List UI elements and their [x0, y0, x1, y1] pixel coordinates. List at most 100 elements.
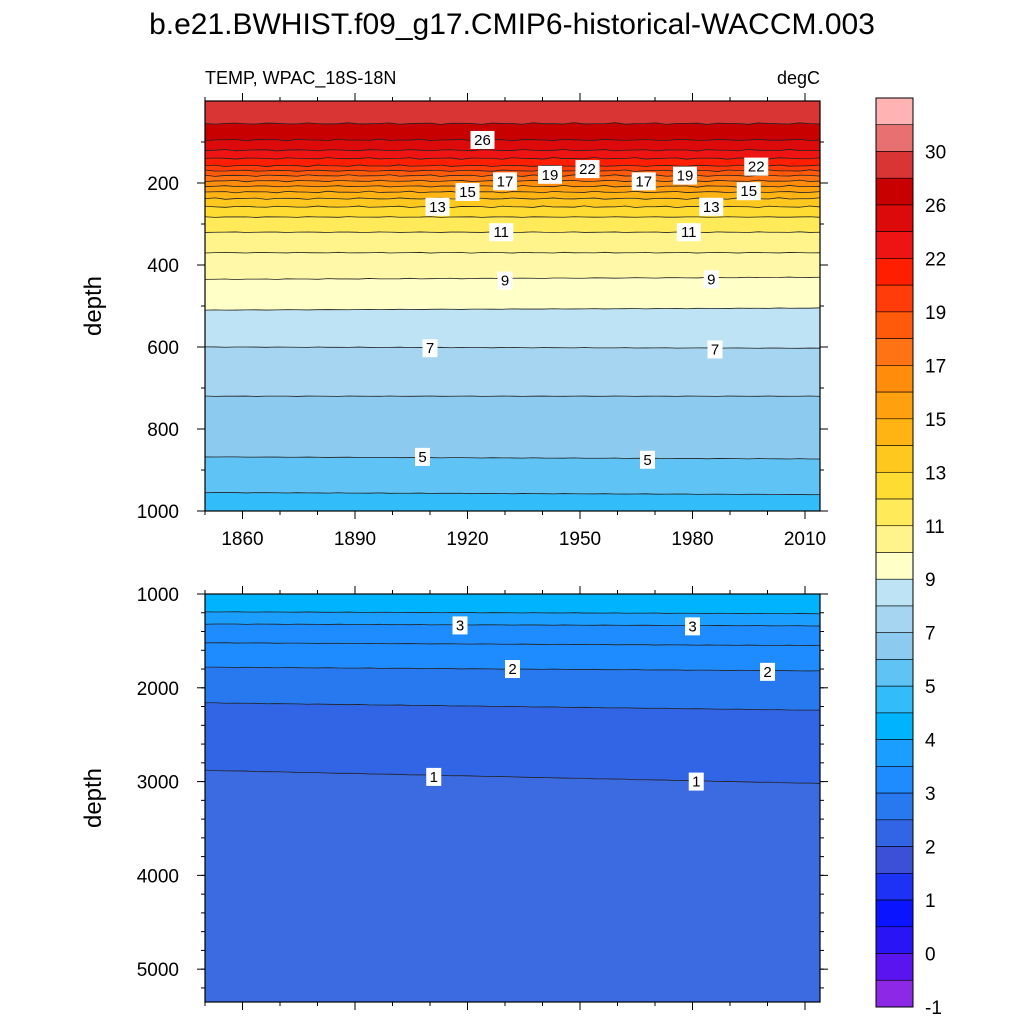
contour-line — [205, 164, 820, 168]
upper-filled-contours — [205, 101, 820, 511]
colorbar-swatch — [875, 659, 914, 687]
y-tick-label: 800 — [147, 420, 179, 441]
contour-label-box — [505, 660, 520, 679]
contour-label-box — [575, 160, 600, 179]
contour-label-box — [489, 223, 514, 242]
y-tick-label: 5000 — [137, 960, 179, 981]
contour-label: 17 — [635, 173, 652, 190]
contour-band — [205, 122, 820, 141]
contour-label-box — [744, 157, 769, 176]
contour-band — [205, 191, 820, 200]
x-tick-label: 1950 — [559, 529, 601, 550]
y-tick-label: 3000 — [137, 773, 179, 794]
y-tick-label: 600 — [147, 338, 179, 359]
y-tick-label: 4000 — [137, 866, 179, 887]
colorbar-label: 22 — [925, 249, 946, 270]
contour-label: 11 — [493, 224, 509, 241]
contour-label: 7 — [426, 340, 434, 357]
colorbar-label: 30 — [925, 142, 946, 163]
contour-band — [205, 252, 820, 280]
contour-line — [205, 702, 820, 711]
colorbar-label: 4 — [925, 731, 936, 752]
contour-band — [205, 205, 820, 218]
contour-label-box — [699, 197, 724, 216]
colorbar-swatch — [875, 445, 914, 473]
colorbar-swatch — [875, 632, 914, 660]
colorbar-swatch — [875, 525, 914, 553]
x-tick-label: 1890 — [334, 529, 376, 550]
colorbar-swatch — [875, 873, 914, 901]
colorbar-frame — [875, 97, 914, 1008]
contour-band — [205, 456, 820, 495]
lower-axes: 1000 2000 3000 4000 5000 — [137, 585, 828, 1010]
contour-label: 2 — [508, 661, 516, 678]
contour-label: 11 — [681, 224, 697, 241]
contour-line — [205, 122, 820, 125]
x-tick-label: 1980 — [671, 529, 713, 550]
colorbar-swatch — [875, 338, 914, 366]
colorbar-swatch — [875, 284, 914, 313]
contour-label-box — [707, 340, 723, 359]
colorbar-swatch — [875, 578, 914, 607]
contour-label: 9 — [707, 271, 715, 288]
contour-label: 13 — [703, 199, 720, 216]
contour-label: 1 — [430, 769, 438, 786]
colorbar-swatch — [875, 953, 914, 981]
chart-title: b.e21.BWHIST.f09_g17.CMIP6-historical-WA… — [149, 8, 875, 41]
colorbar-swatch — [875, 605, 914, 634]
colorbar-label: 9 — [925, 570, 936, 591]
contour-label-box — [422, 339, 438, 358]
contour-line — [205, 456, 820, 460]
contour-label-box — [470, 130, 495, 149]
contour-band — [205, 667, 820, 711]
contour-band — [205, 702, 820, 784]
contour-label-box — [688, 772, 704, 791]
colorbar-swatch — [875, 97, 914, 126]
colorbar-label: 15 — [925, 410, 946, 431]
y-tick-label: 1000 — [137, 502, 179, 523]
contour-label-box — [497, 271, 513, 290]
contour-label-box — [760, 662, 775, 681]
contour-line — [205, 251, 820, 254]
colorbar-swatch — [875, 552, 914, 580]
contour-line — [205, 623, 820, 627]
contour-line — [205, 307, 820, 311]
contour-label: 15 — [740, 183, 757, 200]
colorbar-label: 7 — [925, 624, 936, 645]
colorbar-label: 26 — [925, 196, 946, 217]
lower-contour-lines — [205, 611, 820, 784]
colorbar-swatch — [875, 151, 914, 179]
contour-band — [205, 594, 820, 614]
colorbar-label: 19 — [925, 303, 946, 324]
contour-label: 15 — [459, 184, 476, 201]
lower-y-axis-label: depth — [80, 768, 107, 828]
colorbar-swatch — [875, 979, 914, 1008]
contour-band — [205, 307, 820, 349]
colorbar-swatch — [875, 471, 914, 500]
colorbar-label: 2 — [925, 838, 936, 859]
colorbar-swatch — [875, 685, 914, 714]
upper-contour-labels: 26 15 17 19 22 17 19 22 15 13 13 11 11 9 9 7 7 5 5 — [415, 130, 769, 469]
colorbar-swatch — [875, 846, 914, 874]
contour-label: 3 — [456, 617, 464, 634]
contour-label-box — [631, 172, 656, 191]
lower-contour-labels: 3 3 2 2 1 1 — [426, 616, 775, 791]
colorbar-swatch — [875, 391, 914, 420]
contour-label-box — [425, 197, 450, 216]
colorbar-swatch — [875, 177, 914, 206]
colorbar-swatch — [875, 124, 914, 152]
x-tick-label: 1920 — [446, 529, 488, 550]
contour-line — [205, 148, 820, 152]
contour-label: 22 — [748, 159, 765, 176]
colorbar-swatch — [875, 899, 914, 928]
contour-label: 9 — [501, 273, 509, 290]
colorbar-label: 0 — [925, 945, 936, 966]
contour-label-box — [452, 616, 468, 635]
colorbar-label: -1 — [925, 998, 942, 1019]
contour-label: 3 — [688, 618, 696, 635]
contour-label: 17 — [497, 173, 514, 190]
contour-label-box — [415, 447, 430, 466]
contour-label-box — [703, 270, 719, 289]
colorbar-label: 13 — [925, 463, 946, 484]
